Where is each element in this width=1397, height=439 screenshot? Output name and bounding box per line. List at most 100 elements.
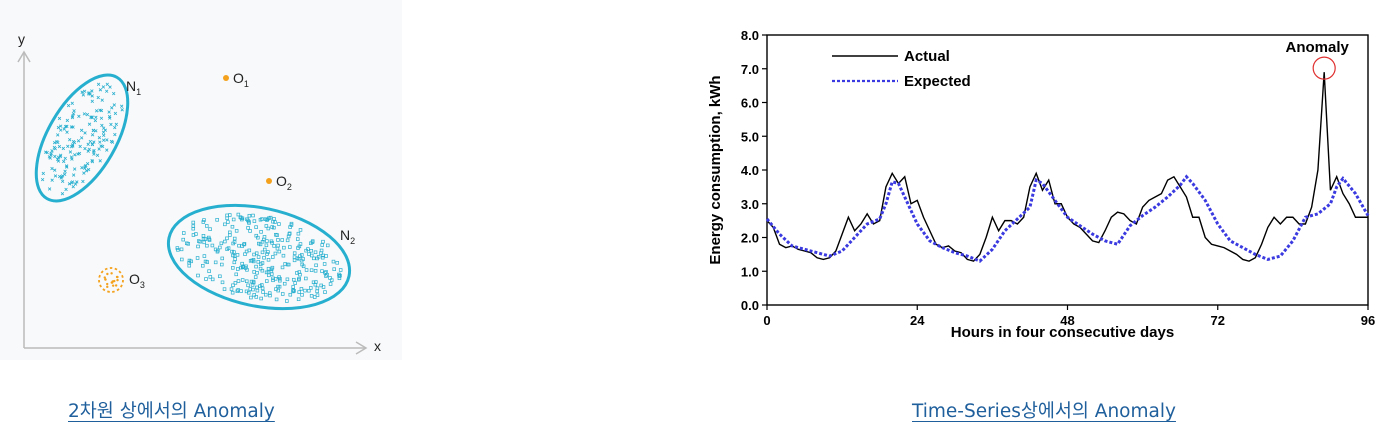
cluster-n1-point — [53, 168, 57, 172]
scatter-plot: y x N1 N2 O1 O2 O3 — [0, 0, 402, 360]
cluster-n2-point — [196, 273, 200, 278]
cluster-n1-point — [85, 112, 90, 117]
cluster-n2-point — [230, 224, 235, 229]
cluster-n2-point — [321, 255, 325, 260]
cluster-n1-point — [83, 131, 87, 135]
cluster-n2-point — [264, 224, 269, 228]
cluster-n1-point — [57, 144, 62, 149]
y-axis-title: Energy consumption, kWh — [707, 75, 724, 264]
cluster-n2-point — [208, 275, 213, 279]
cluster-n1-point — [107, 110, 111, 114]
cluster-n2-point — [309, 253, 314, 258]
cluster-n2-point — [248, 229, 252, 233]
cluster-n2-point — [230, 290, 235, 295]
cluster-n2-point — [324, 254, 328, 258]
cluster-n2-point — [285, 262, 290, 267]
cluster-n1-point — [70, 180, 75, 184]
cluster-n1-point — [66, 144, 70, 149]
cluster-n2-point — [252, 293, 256, 297]
cluster-n1-point — [67, 182, 72, 186]
cluster-n1-point — [112, 91, 116, 96]
cluster-n2-point — [278, 278, 282, 283]
y-axis-label: y — [18, 31, 25, 47]
cluster-n1-point — [100, 123, 104, 128]
cluster-n2-point — [254, 225, 258, 229]
cluster-n1-point — [61, 146, 66, 151]
cluster-n2-point — [298, 228, 303, 232]
cluster-n2-point — [251, 213, 255, 218]
cluster-n1-point — [68, 150, 73, 154]
cluster-n2-point — [296, 297, 301, 302]
timeseries-lines — [765, 72, 1370, 263]
cluster-n2-point — [303, 288, 307, 293]
cluster-n2-point — [182, 231, 186, 235]
cluster-n2-point — [259, 230, 263, 234]
cluster-n2-point — [225, 216, 229, 220]
cluster-n1-point — [105, 138, 109, 142]
cluster-n1-point — [113, 111, 118, 116]
cluster-n2-point — [322, 262, 327, 266]
cluster-n1-point — [81, 179, 85, 184]
caption-2d-anomaly[interactable]: 2차원 상에서의 Anomaly — [68, 401, 275, 422]
cluster-n2-point — [304, 276, 308, 281]
cluster-n1-point — [80, 165, 84, 170]
cluster-n2-point — [313, 269, 318, 273]
cluster-n1-point — [65, 118, 70, 123]
cluster-n2-point — [265, 252, 269, 256]
cluster-n1-point — [69, 125, 74, 129]
cluster-n2-point — [285, 299, 289, 303]
cluster-n1-point — [94, 129, 98, 133]
cluster-n2-point — [276, 243, 280, 248]
cluster-n2-point — [226, 220, 230, 224]
cluster-n2-point — [262, 255, 266, 260]
cluster-n2-point — [261, 290, 265, 294]
outlier-o3-point — [114, 284, 118, 287]
cluster-n1-point — [97, 136, 102, 140]
cluster-n2-point — [271, 278, 275, 283]
cluster-n2-point — [316, 255, 321, 259]
cluster-n2-point — [297, 276, 301, 281]
cluster-n1-point — [95, 153, 100, 157]
cluster-n2-point — [265, 279, 269, 283]
cluster-n2-point — [196, 244, 200, 249]
cluster-n1-point — [62, 127, 66, 131]
cluster-n2-point — [313, 250, 318, 255]
cluster-n2-point — [195, 256, 200, 260]
cluster-n1-point — [53, 154, 57, 159]
cluster-n2-point — [258, 262, 263, 266]
cluster-n1-point — [110, 106, 114, 110]
cluster-n1-point — [120, 108, 124, 112]
cluster-n2-point — [324, 274, 328, 278]
cluster-n1-point — [50, 178, 54, 182]
cluster-n2-point — [229, 287, 234, 291]
cluster-n2-point — [281, 253, 286, 258]
cluster-n1-point — [58, 154, 63, 159]
cluster-n1-point — [90, 99, 94, 103]
cluster-n2-point — [276, 238, 280, 242]
cluster-n2-point — [321, 285, 326, 289]
cluster-n2-point — [272, 244, 276, 248]
cluster-n2-point — [260, 268, 265, 273]
series-expected-line — [765, 174, 1370, 263]
x-tick-label: 48 — [1060, 313, 1074, 328]
cluster-n1-point — [70, 114, 75, 118]
cluster-n1-point — [99, 144, 103, 148]
cluster-n2-point — [225, 236, 229, 241]
cluster-n2-points — [175, 212, 343, 303]
x-tick-label: 24 — [910, 313, 925, 328]
cluster-n1-point — [98, 88, 103, 92]
cluster-n1-point — [119, 104, 124, 108]
cluster-n2-point — [297, 290, 301, 294]
cluster-n2-point — [202, 240, 206, 245]
cluster-n1-point — [72, 140, 77, 145]
cluster-n1-point — [89, 115, 93, 119]
cluster-n1-point — [112, 103, 116, 107]
cluster-n1-point — [88, 139, 93, 144]
outlier-o3-point — [111, 281, 114, 284]
cluster-n1-points — [40, 82, 124, 196]
cluster-n1-point — [90, 94, 94, 98]
caption-timeseries-anomaly[interactable]: Time-Series상에서의 Anomaly — [912, 401, 1176, 422]
cluster-n2-point — [271, 255, 275, 259]
cluster-n2-point — [246, 283, 250, 288]
cluster-n2-point — [235, 289, 240, 293]
